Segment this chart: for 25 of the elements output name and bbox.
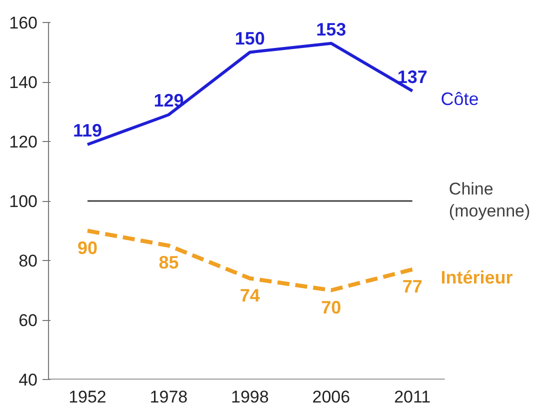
x-tick-label: 2011 <box>394 388 431 406</box>
x-tick-label: 1978 <box>150 388 188 406</box>
data-label: 129 <box>154 90 184 111</box>
data-label: 153 <box>316 19 346 40</box>
data-label: 70 <box>321 297 342 318</box>
y-tick-label: 60 <box>18 311 38 330</box>
x-tick-label: 1998 <box>231 388 269 406</box>
y-tick-label: 160 <box>9 14 38 32</box>
data-label: 150 <box>234 28 265 48</box>
y-tick-label: 140 <box>9 73 38 92</box>
data-label: 137 <box>397 66 428 87</box>
y-tick-label: 100 <box>9 192 38 211</box>
data-label: 77 <box>402 276 422 296</box>
series-label: Côte <box>440 88 479 109</box>
y-tick-label: 40 <box>18 370 38 390</box>
x-tick-label: 2006 <box>312 388 350 406</box>
ref-line-label: Chine (moyenne) <box>448 180 530 220</box>
data-label: 74 <box>240 285 260 306</box>
y-tick-label: 80 <box>18 252 38 270</box>
data-label: 85 <box>158 252 179 273</box>
y-tick-label: 120 <box>9 132 38 152</box>
x-tick-label: 1952 <box>68 388 106 406</box>
data-label: 90 <box>77 238 98 258</box>
data-label: 119 <box>72 120 102 140</box>
series-label: Intérieur <box>440 267 513 288</box>
